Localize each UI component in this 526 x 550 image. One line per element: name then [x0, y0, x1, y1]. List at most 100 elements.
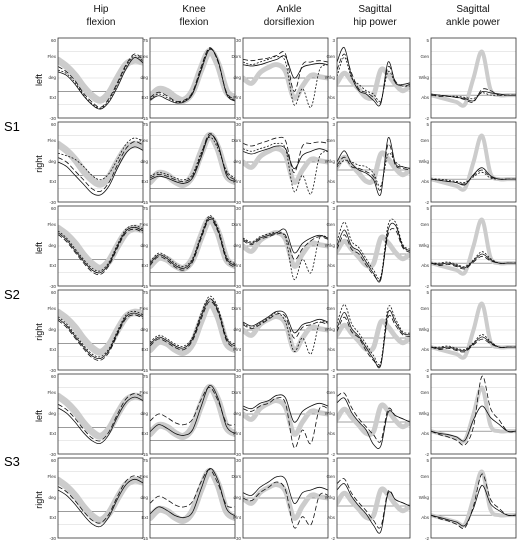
- axis-label-mid: deg: [48, 327, 56, 332]
- trial-line-2: [243, 51, 328, 92]
- axis-label-lower: Ext: [49, 431, 56, 436]
- plot-traces: [337, 218, 410, 283]
- plot-traces: [58, 392, 143, 445]
- axis-label-top: 60: [51, 122, 57, 127]
- axis-label-upper: Dors: [231, 222, 241, 227]
- plot-traces: [337, 478, 410, 534]
- axis-label-bottom: -30: [234, 116, 241, 121]
- plot-traces: [431, 217, 516, 276]
- plot-traces: [150, 131, 235, 188]
- trial-line-2: [150, 301, 235, 351]
- panel-s1-left-hip-flexion: 60 Flex deg Ext -30: [47, 37, 144, 121]
- plot-traces: [150, 295, 235, 356]
- plot-frame: [242, 121, 329, 203]
- normative-band: [243, 398, 328, 437]
- trial-line-2: [150, 218, 235, 271]
- axis-label-lower: Abs: [327, 347, 336, 352]
- plot-frame: [57, 205, 144, 287]
- panel-s2-right-ankle-dorsiflexion: 30 Dors deg Plnt -30: [231, 289, 329, 373]
- trial-line-2: [150, 133, 235, 183]
- trial-line-2: [243, 397, 328, 449]
- axis-label-lower: Abs: [327, 179, 336, 184]
- axis-label-upper: Flex: [47, 138, 56, 143]
- plot-frame: [336, 289, 411, 371]
- axis-label-mid: W/kg: [419, 327, 430, 332]
- axis-label-top: 3: [332, 458, 335, 463]
- axis-label-lower: Plnt: [233, 263, 242, 268]
- panel-s3-left-sagittal-hip-power: 3 Gen W/kg Abs -2: [325, 373, 411, 457]
- trial-line-2: [58, 228, 143, 276]
- plot-traces: [431, 469, 516, 530]
- plot-frame: [149, 373, 236, 455]
- plot-frame: [57, 37, 144, 119]
- plot-traces: [243, 394, 328, 449]
- subject-label-s1: S1: [4, 119, 20, 134]
- axis-label-mid: W/kg: [325, 495, 336, 500]
- trial-line-3: [431, 92, 516, 100]
- panel-s1-left-knee-flexion: 75 Flex deg Ext -15: [139, 37, 236, 121]
- axis-label-bottom: -15: [141, 368, 148, 373]
- axis-label-bottom: -30: [49, 200, 56, 205]
- axis-label-mid: deg: [48, 75, 56, 80]
- normative-band: [150, 467, 235, 524]
- trial-line-3: [337, 304, 410, 366]
- axis-label-top: 5: [426, 122, 429, 127]
- axis-label-upper: Gen: [420, 306, 429, 311]
- trial-line-2: [337, 228, 410, 282]
- panel-s1-right-ankle-dorsiflexion: 30 Dors deg Plnt -30: [231, 121, 329, 205]
- axis-label-top: 75: [143, 122, 149, 127]
- plot-traces: [150, 47, 235, 104]
- trial-line-1: [243, 394, 328, 423]
- trial-line-2: [337, 143, 410, 191]
- side-label-s1-left: left: [34, 74, 44, 87]
- panel-s1-left-sagittal-ankle-power: 5 Gen W/kg Abs -2: [419, 37, 517, 121]
- axis-label-lower: Ext: [49, 347, 56, 352]
- plot-traces: [243, 51, 328, 108]
- col-title-hip-flexion-l1: Hip: [93, 4, 108, 15]
- trial-line-1: [337, 137, 410, 196]
- trial-line-3: [58, 55, 143, 109]
- panel-s3-right-knee-flexion: 75 Flex deg Ext -15: [139, 457, 236, 541]
- axis-label-bottom: -30: [234, 200, 241, 205]
- trial-line-1: [150, 298, 235, 349]
- panel-s2-left-ankle-dorsiflexion: 30 Dors deg Plnt -30: [231, 205, 329, 289]
- axis-label-mid: W/kg: [419, 75, 430, 80]
- axis-label-bottom: -30: [234, 452, 241, 457]
- axis-label-top: 60: [51, 290, 57, 295]
- axis-label-top: 3: [332, 374, 335, 379]
- trial-line-3: [58, 137, 143, 181]
- trial-line-3: [243, 142, 328, 195]
- axis-label-lower: Abs: [421, 179, 430, 184]
- plot-frame: [430, 37, 517, 119]
- axis-label-bottom: -30: [234, 536, 241, 541]
- panel-s3-left-hip-flexion: 60 Flex deg Ext -30: [47, 373, 144, 457]
- trial-line-3: [150, 215, 235, 268]
- panel-s1-right-knee-flexion: 75 Flex deg Ext -15: [139, 121, 236, 205]
- axis-label-bottom: -30: [234, 368, 241, 373]
- axis-label-bottom: -2: [425, 116, 429, 121]
- axis-label-mid: W/kg: [325, 243, 336, 248]
- plot-frame: [242, 373, 329, 455]
- trial-line-3: [431, 251, 516, 268]
- panel-s1-right-hip-flexion: 60 Flex deg Ext -30: [47, 121, 144, 205]
- trial-line-1: [337, 397, 410, 449]
- plot-frame: [57, 373, 144, 455]
- plot-traces: [431, 301, 516, 360]
- plot-frame: [430, 373, 517, 455]
- axis-label-lower: Ext: [141, 515, 148, 520]
- axis-label-lower: Abs: [421, 95, 430, 100]
- axis-label-bottom: -15: [141, 284, 148, 289]
- panel-s3-left-knee-flexion: 75 Flex deg Ext -15: [139, 373, 236, 457]
- plot-frame: [149, 37, 236, 119]
- trial-line-1: [58, 478, 143, 528]
- axis-label-mid: deg: [140, 411, 148, 416]
- normative-band: [431, 385, 516, 444]
- trial-line-2: [337, 478, 410, 529]
- axis-label-mid: W/kg: [325, 411, 336, 416]
- plot-frame: [149, 289, 236, 371]
- panel-s3-right-ankle-dorsiflexion: 30 Dors deg Plnt -30: [231, 457, 329, 541]
- panel-s3-right-hip-flexion: 60 Flex deg Ext -30: [47, 457, 144, 541]
- axis-label-lower: Abs: [421, 431, 430, 436]
- axis-label-upper: Dors: [231, 390, 241, 395]
- trial-line-1: [58, 146, 143, 196]
